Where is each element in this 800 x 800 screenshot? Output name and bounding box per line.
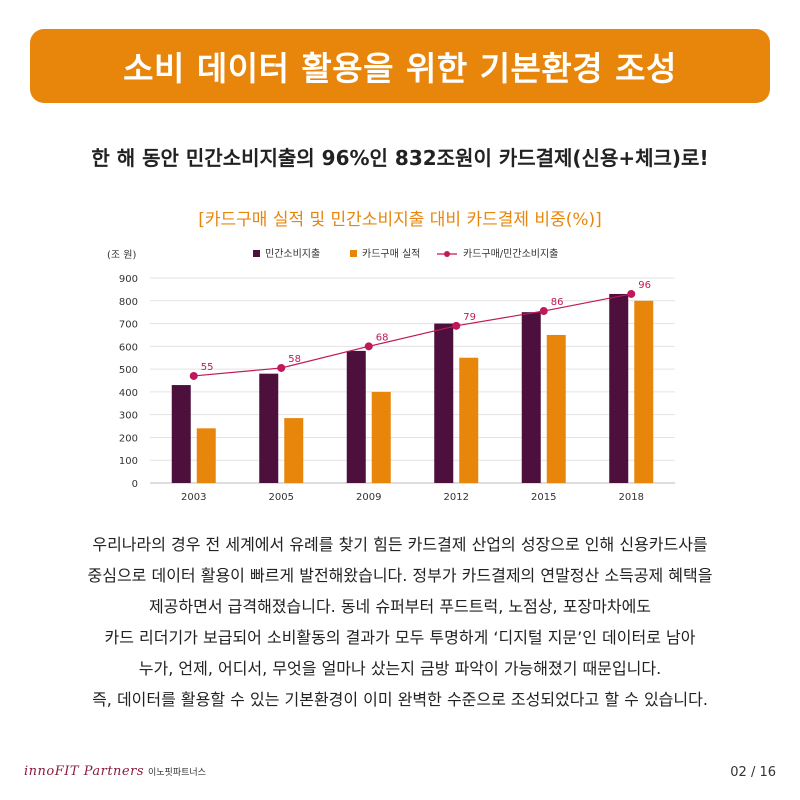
bar	[371, 391, 391, 483]
y-tick-label: 500	[119, 365, 138, 376]
bar	[521, 312, 541, 483]
bar	[346, 350, 366, 483]
bar	[459, 357, 479, 483]
logo-korean: 이노핏파트너스	[148, 768, 206, 778]
y-tick-label: 600	[119, 342, 138, 353]
legend-label: 카드구매/민간소비지출	[463, 248, 558, 260]
y-axis-label: (조 원)	[107, 249, 136, 261]
body-line: 제공하면서 급격해졌습니다. 동네 슈퍼부터 푸드트럭, 노점상, 포장마차에도	[148, 597, 652, 616]
body-line: 카드 리더기가 보급되어 소비활동의 결과가 모두 투명하게 ‘디지털 지문’인…	[104, 628, 696, 647]
x-tick-label: 2012	[444, 492, 469, 503]
page-number: 02 / 16	[730, 765, 776, 780]
y-tick-label: 900	[119, 274, 138, 285]
legend-marker	[444, 251, 450, 257]
body-line: 누가, 언제, 어디서, 무엇을 얼마나 샀는지 금방 파악이 가능해졌기 때문…	[138, 659, 662, 678]
line-point	[627, 289, 636, 298]
bar	[634, 300, 654, 483]
data-label: 68	[376, 332, 389, 343]
data-label: 86	[551, 297, 564, 308]
chart-title: [카드구매 실적 및 민간소비지출 대비 카드결제 비중(%)]	[198, 210, 602, 230]
logo-text: innoFIT Partners	[24, 764, 144, 779]
data-label: 96	[638, 280, 651, 291]
line-point	[189, 371, 198, 380]
x-tick-label: 2015	[531, 492, 556, 503]
bar	[284, 418, 304, 483]
x-tick-label: 2005	[269, 492, 294, 503]
bar	[434, 323, 454, 483]
bar	[171, 385, 191, 483]
body-line: 즉, 데이터를 활용할 수 있는 기본환경이 이미 완벽한 수준으로 조성되었다…	[92, 690, 708, 709]
legend-label: 민간소비지출	[265, 248, 320, 260]
headline: 한 해 동안 민간소비지출의 96%인 832조원이 카드결제(신용+체크)로!	[91, 146, 709, 170]
line-point	[452, 321, 461, 330]
body-line: 중심으로 데이터 활용이 빠르게 발전해왔습니다. 정부가 카드결제의 연말정산…	[87, 566, 713, 585]
bar	[546, 334, 566, 483]
x-tick-label: 2018	[619, 492, 644, 503]
body-line: 우리나라의 경우 전 세계에서 유례를 찾기 힘든 카드결제 산업의 성장으로 …	[92, 535, 708, 554]
x-tick-label: 2003	[181, 492, 206, 503]
x-tick-label: 2009	[356, 492, 381, 503]
data-label: 79	[463, 312, 476, 323]
data-label: 55	[201, 362, 214, 373]
y-tick-label: 800	[119, 297, 138, 308]
body-text: 우리나라의 경우 전 세계에서 유례를 찾기 힘든 카드결제 산업의 성장으로 …	[20, 529, 780, 715]
title-banner: 소비 데이터 활용을 위한 기본환경 조성	[30, 29, 770, 103]
y-tick-label: 200	[119, 433, 138, 444]
legend-swatch	[253, 250, 260, 257]
legend-swatch	[350, 250, 357, 257]
bar	[196, 428, 216, 483]
company-logo: innoFIT Partners 이노핏파트너스	[24, 764, 206, 779]
line-point	[539, 307, 548, 316]
data-label: 58	[288, 354, 301, 365]
line-point	[277, 363, 286, 372]
y-tick-label: 0	[132, 479, 138, 490]
ratio-line	[193, 293, 632, 377]
y-tick-label: 300	[119, 411, 138, 422]
bar	[609, 293, 629, 483]
y-tick-label: 700	[119, 320, 138, 331]
legend-label: 카드구매 실적	[362, 248, 420, 260]
y-tick-label: 400	[119, 388, 138, 399]
combo-chart: 0 100 200 300 400 500 600 700 800 900 (조 원) 민간소비지출 카…	[107, 248, 675, 503]
bar	[259, 373, 279, 483]
line-point	[364, 342, 373, 351]
page-title: 소비 데이터 활용을 위한 기본환경 조성	[123, 49, 677, 88]
y-tick-label: 100	[119, 456, 138, 467]
